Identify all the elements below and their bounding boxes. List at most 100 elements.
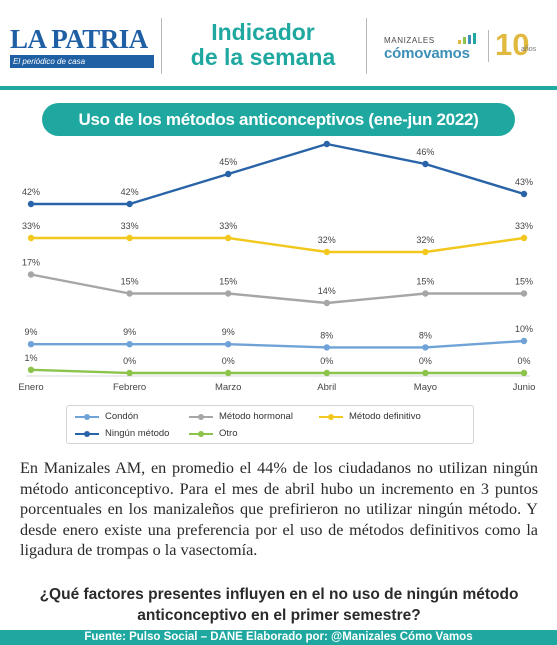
series-line-metodo-definitivo xyxy=(31,236,525,254)
data-label-ningun-metodo: 42% xyxy=(121,187,139,197)
data-label-metodo-definitivo: 33% xyxy=(22,221,40,231)
legend-dot xyxy=(84,414,90,420)
data-label-metodo-hormonal: 14% xyxy=(318,286,336,296)
data-label-ningun-metodo: 43% xyxy=(515,177,533,187)
chart-legend: Condón Método hormonal Método definitivo… xyxy=(66,405,474,444)
legend-label: Método hormonal xyxy=(219,411,293,422)
legend-dot xyxy=(84,431,90,437)
data-point-condon xyxy=(225,341,232,348)
data-label-condon: 9% xyxy=(222,327,235,337)
data-label-condon: 9% xyxy=(24,327,37,337)
data-point-ningun-metodo xyxy=(323,140,330,148)
data-point-otro xyxy=(225,369,232,377)
data-point-otro xyxy=(323,369,330,377)
legend-dot xyxy=(198,431,204,437)
legend-label: Método definitivo xyxy=(349,411,421,422)
data-label-otro: 0% xyxy=(123,356,136,366)
data-label-metodo-definitivo: 33% xyxy=(219,221,237,231)
anniversary-word: años xyxy=(521,46,537,53)
bar-chart-icon xyxy=(458,33,476,44)
header-divider xyxy=(366,18,367,74)
data-label-otro: 0% xyxy=(419,356,432,366)
data-point-metodo-hormonal xyxy=(27,271,35,278)
x-tick-label: Marzo xyxy=(215,382,241,393)
data-point-metodo-hormonal xyxy=(323,299,330,307)
series-line-metodo-hormonal xyxy=(30,273,524,305)
data-label-metodo-hormonal: 15% xyxy=(515,277,533,287)
data-point-metodo-definitivo xyxy=(126,234,133,242)
la-patria-logo: LA PATRIA El periódico de casa xyxy=(10,24,154,68)
data-label-metodo-hormonal: 15% xyxy=(121,277,139,287)
chart-title: Uso de los métodos anticonceptivos (ene-… xyxy=(42,103,515,136)
header-title-line2: de la semana xyxy=(190,44,336,70)
series-line-otro xyxy=(30,368,524,375)
logo-tagline: El periódico de casa xyxy=(10,55,154,68)
header-title: Indicador de la semana xyxy=(168,20,358,70)
page-header: LA PATRIA El periódico de casa Indicador… xyxy=(0,0,557,90)
legend-item-condon: Condón xyxy=(75,410,138,424)
legend-dot xyxy=(198,414,204,420)
data-label-metodo-definitivo: 33% xyxy=(515,221,533,231)
legend-label: Ningún método xyxy=(105,428,170,439)
header-title-line1: Indicador xyxy=(211,19,315,45)
header-divider xyxy=(161,18,162,74)
x-tick-label: Enero xyxy=(18,382,43,393)
source-footer: Fuente: Pulso Social – DANE Elaborado po… xyxy=(0,630,557,645)
data-label-metodo-hormonal: 15% xyxy=(416,277,434,287)
data-label-condon: 8% xyxy=(419,330,432,340)
legend-label: Otro xyxy=(219,428,238,439)
data-label-metodo-hormonal: 17% xyxy=(22,258,40,268)
x-tick-label: Junio xyxy=(513,382,536,393)
data-point-metodo-hormonal xyxy=(422,290,429,297)
data-label-metodo-definitivo: 32% xyxy=(318,235,336,245)
data-point-metodo-hormonal xyxy=(520,290,528,297)
anniversary-badge: 10 años xyxy=(495,28,545,62)
legend-label: Condón xyxy=(105,411,139,422)
data-point-metodo-definitivo xyxy=(520,234,528,242)
data-point-metodo-definitivo xyxy=(225,234,232,242)
anniversary-number: 10 xyxy=(495,27,530,62)
data-label-otro: 1% xyxy=(24,353,37,363)
series-line-ningun-metodo xyxy=(31,142,525,206)
data-label-ningun-metodo: 45% xyxy=(219,157,237,167)
partner-top-label: MANIZALES xyxy=(384,36,435,45)
x-tick-label: Mayo xyxy=(414,382,437,393)
x-tick-label: Febrero xyxy=(113,382,146,393)
legend-item-hormonal: Método hormonal xyxy=(189,410,293,424)
data-label-metodo-hormonal: 15% xyxy=(219,277,237,287)
data-point-condon xyxy=(422,344,429,351)
header-rule xyxy=(0,86,557,90)
data-label-condon: 9% xyxy=(123,327,136,337)
data-point-ningun-metodo xyxy=(422,160,429,168)
x-tick-label: Abril xyxy=(317,382,336,393)
data-point-ningun-metodo xyxy=(520,190,528,198)
logo-name: LA PATRIA xyxy=(10,24,148,54)
data-label-otro: 0% xyxy=(222,356,235,366)
data-point-ningun-metodo xyxy=(27,200,35,208)
data-point-condon xyxy=(323,344,330,351)
series-line-condon xyxy=(31,339,525,349)
data-point-otro xyxy=(126,369,133,377)
legend-item-otro: Otro xyxy=(189,427,237,441)
data-point-ningun-metodo xyxy=(225,170,232,178)
data-label-otro: 0% xyxy=(320,356,333,366)
data-point-metodo-definitivo xyxy=(27,234,35,242)
legend-item-ninguno: Ningún método xyxy=(75,427,169,441)
data-point-metodo-definitivo xyxy=(422,248,429,256)
data-label-ningun-metodo: 42% xyxy=(22,187,40,197)
data-point-otro xyxy=(27,366,35,373)
question-text: ¿Qué factores presentes influyen en el n… xyxy=(39,586,519,624)
data-point-metodo-definitivo xyxy=(323,248,330,256)
summary-paragraph: En Manizales AM, en promedio el 44% de l… xyxy=(20,459,538,559)
legend-item-definitivo: Método definitivo xyxy=(319,410,421,424)
data-label-condon: 8% xyxy=(320,330,333,340)
data-point-otro xyxy=(520,369,528,377)
data-point-condon xyxy=(126,341,133,348)
data-label-metodo-definitivo: 32% xyxy=(416,235,434,245)
data-point-otro xyxy=(422,369,429,377)
data-point-metodo-hormonal xyxy=(126,290,133,297)
line-chart: 42%42%45%48%46%43%33%33%33%32%32%33%17%1… xyxy=(18,140,536,393)
partner-logo-text: cómovamos xyxy=(384,45,470,62)
data-label-ningun-metodo: 46% xyxy=(416,147,434,157)
data-label-condon: 10% xyxy=(515,324,533,334)
